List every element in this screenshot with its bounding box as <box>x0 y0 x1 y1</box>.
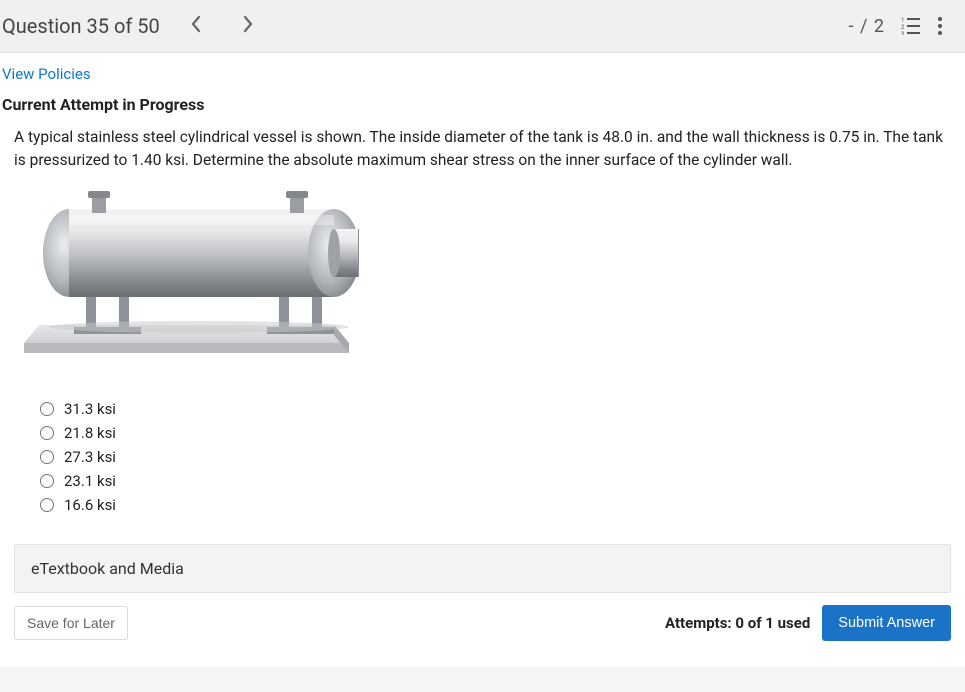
prev-question-button[interactable] <box>180 10 212 42</box>
option-radio-4[interactable] <box>40 498 54 512</box>
svg-text:2: 2 <box>901 24 905 31</box>
svg-text:1: 1 <box>901 17 904 24</box>
submit-answer-button[interactable]: Submit Answer <box>822 605 951 641</box>
question-body: A typical stainless steel cylindrical ve… <box>0 126 965 667</box>
svg-text:3: 3 <box>901 31 904 35</box>
chevron-right-icon <box>242 15 254 33</box>
option-row[interactable]: 21.8 ksi <box>40 424 951 442</box>
question-footer: Save for Later Attempts: 0 of 1 used Sub… <box>14 605 951 653</box>
option-row[interactable]: 27.3 ksi <box>40 448 951 466</box>
option-radio-2[interactable] <box>40 450 54 464</box>
option-row[interactable]: 16.6 ksi <box>40 496 951 514</box>
option-radio-0[interactable] <box>40 402 54 416</box>
option-label: 27.3 ksi <box>64 448 116 466</box>
etextbook-panel[interactable]: eTextbook and Media <box>14 544 951 593</box>
answer-options: 31.3 ksi 21.8 ksi 27.3 ksi 23.1 ksi 16.6… <box>40 400 951 514</box>
kebab-menu-icon <box>937 16 943 36</box>
option-label: 21.8 ksi <box>64 424 116 442</box>
attempts-label: Attempts: 0 of 1 used <box>665 614 810 632</box>
vessel-figure <box>14 185 359 360</box>
option-label: 31.3 ksi <box>64 400 116 418</box>
option-radio-3[interactable] <box>40 474 54 488</box>
option-label: 23.1 ksi <box>64 472 116 490</box>
option-label: 16.6 ksi <box>64 496 116 514</box>
option-row[interactable]: 23.1 ksi <box>40 472 951 490</box>
attempt-heading: Current Attempt in Progress <box>0 89 965 126</box>
save-for-later-button[interactable]: Save for Later <box>14 606 128 640</box>
etextbook-label: eTextbook and Media <box>31 559 184 578</box>
footer-right: Attempts: 0 of 1 used Submit Answer <box>665 605 951 641</box>
view-policies-link[interactable]: View Policies <box>0 53 91 89</box>
next-question-button[interactable] <box>232 10 264 42</box>
option-radio-1[interactable] <box>40 426 54 440</box>
question-title: Question 35 of 50 <box>0 14 160 38</box>
question-header: Question 35 of 50 - / 2 1 2 3 <box>0 0 965 52</box>
main-content: View Policies Current Attempt in Progres… <box>0 52 965 667</box>
header-right: - / 2 1 2 3 <box>849 16 965 37</box>
more-options-button[interactable] <box>937 16 943 36</box>
numbered-list-icon: 1 2 3 <box>901 17 921 35</box>
chevron-left-icon <box>190 15 202 33</box>
option-row[interactable]: 31.3 ksi <box>40 400 951 418</box>
question-list-button[interactable]: 1 2 3 <box>901 17 921 35</box>
header-left: Question 35 of 50 <box>0 10 264 42</box>
score-display: - / 2 <box>849 16 885 37</box>
question-prompt: A typical stainless steel cylindrical ve… <box>14 126 951 173</box>
